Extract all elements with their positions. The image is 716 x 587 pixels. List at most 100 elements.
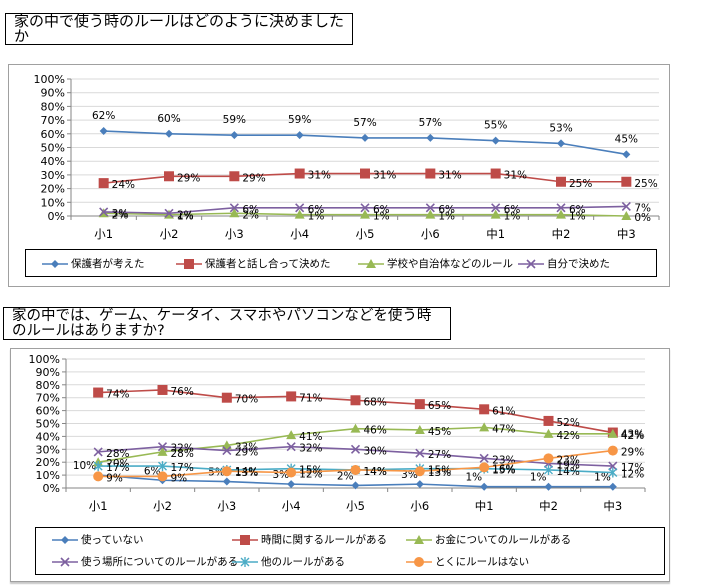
legend-label: お金についてのルールがある (435, 534, 572, 546)
legend-marker-icon (526, 258, 536, 269)
data-label: 27% (428, 449, 451, 461)
x-tick-label: 小6 (410, 499, 429, 513)
x-tick-label: 中3 (617, 227, 636, 241)
data-label: 14% (364, 466, 387, 478)
legend-label: 自分で決めた (547, 258, 610, 270)
data-point (93, 387, 104, 398)
legend-marker-icon (51, 259, 59, 268)
y-tick-label: 40% (36, 430, 60, 443)
data-label: 6% (438, 204, 455, 216)
y-tick-label: 50% (41, 142, 65, 155)
data-point (415, 480, 424, 489)
y-tick-label: 60% (41, 128, 65, 141)
legend-marker-icon (414, 534, 424, 544)
data-label: 0% (634, 212, 651, 224)
y-tick-label: 10% (36, 469, 60, 482)
series-0: 10% 6% 5% 3% 2% 3% 1% 1% 1% (73, 460, 617, 491)
data-label: 45% (615, 133, 638, 145)
data-label: 70% (235, 394, 258, 406)
data-label: 6% (242, 204, 259, 216)
data-label: 46% (364, 425, 387, 437)
data-label: 3% (401, 469, 418, 481)
data-point (607, 445, 618, 456)
data-point (230, 131, 239, 140)
data-point (556, 209, 566, 219)
data-point (414, 399, 425, 410)
data-point (99, 127, 108, 136)
data-label: 24% (112, 179, 135, 191)
legend-item: お金についてのルールがある (406, 532, 571, 547)
legend-item: 使う場所についてのルールがある (52, 554, 238, 569)
data-point (479, 453, 489, 463)
legend-swatch-icon (232, 534, 258, 545)
chart1-plot: 0%10%20%30%40%50%60%70%80%90%100%小1 小2 小3 小… (34, 73, 660, 241)
data-point (221, 466, 232, 477)
data-label: 52% (557, 417, 580, 429)
legend-swatch-icon (232, 556, 258, 567)
data-label: 6% (308, 204, 325, 216)
x-tick-label: 中2 (539, 499, 558, 513)
series-0: 62% 60% 59% 59% 57% 57% 55% 53% 45% (92, 110, 638, 159)
data-point (158, 461, 167, 472)
legend-label: 保護者が考えた (71, 258, 145, 270)
data-label: 1% (530, 472, 547, 484)
series-1: 74% 76% 70% 71% 68% 65% 61% 52% 43% (93, 384, 644, 441)
data-point (294, 168, 305, 179)
x-tick-label: 小6 (421, 227, 440, 241)
chart2-frame: 0% 10% 20% 30% 40% 50% 60% 70% 80% 90% 100% 小1 小2 小3 小… (10, 348, 670, 582)
data-label: 6% (569, 204, 586, 216)
data-point (557, 139, 565, 148)
legend-label: 時間に関するルールがある (261, 534, 387, 546)
data-point (621, 211, 632, 220)
data-point (608, 467, 618, 478)
legend-marker-icon (366, 258, 376, 268)
y-tick-label: 90% (41, 87, 65, 100)
legend-label: 使っていない (81, 534, 144, 546)
data-label: 65% (428, 400, 451, 412)
data-label: 42% (557, 430, 580, 442)
data-point (414, 466, 425, 477)
data-label: 60% (157, 113, 180, 125)
data-label: 47% (492, 423, 515, 435)
data-label: 29% (621, 447, 644, 459)
x-tick-label: 中1 (475, 499, 494, 513)
chart2-legend: 使っていない 時間に関するルールがある お金についてのルールがある使う場所についての… (35, 527, 665, 575)
data-point (622, 150, 631, 159)
data-point (490, 168, 501, 179)
legend-marker-icon (414, 556, 424, 567)
chart2-plot: 0%10%20%30%40%50%60%70%80%90%100%小1 小2 小3 小… (29, 353, 646, 513)
data-point (415, 448, 425, 458)
data-point (479, 404, 490, 415)
legend-swatch-icon (406, 556, 432, 567)
data-label: 68% (364, 396, 387, 408)
data-point (157, 442, 168, 452)
data-label: 9% (106, 472, 123, 484)
data-point (607, 428, 618, 438)
data-label: 7% (634, 202, 651, 214)
data-label: 10% (73, 460, 96, 472)
data-label: 31% (308, 170, 331, 182)
chart2-title: 家の中では、ゲーム、ケータイ、スマホやパソコンなどを使う時のルールはありますか? (3, 307, 451, 340)
data-label: 55% (484, 120, 507, 132)
legend-label: 使う場所についてのルールがある (81, 556, 239, 568)
data-point (543, 428, 554, 438)
data-point (294, 209, 305, 219)
legend-marker-icon (60, 556, 70, 567)
data-label: 62% (92, 110, 115, 122)
legend-label: とくにルールはない (435, 556, 530, 568)
data-label: 14% (557, 466, 580, 478)
data-point (543, 453, 554, 464)
data-label: 28% (106, 448, 129, 460)
chart2-title-text: 家の中では、ゲーム、ケータイ、スマホやパソコンなどを使う時のルールはありますか? (12, 308, 432, 339)
x-tick-label: 小4 (290, 227, 309, 241)
data-point (157, 471, 168, 482)
y-tick-label: 70% (36, 392, 60, 405)
data-point (164, 208, 174, 218)
data-point (229, 208, 240, 218)
data-point (157, 384, 168, 395)
data-label: 1% (465, 472, 482, 484)
y-tick-label: 20% (41, 183, 65, 196)
data-label: 1% (373, 211, 390, 223)
data-point (543, 415, 554, 426)
data-label: 16% (492, 463, 515, 475)
